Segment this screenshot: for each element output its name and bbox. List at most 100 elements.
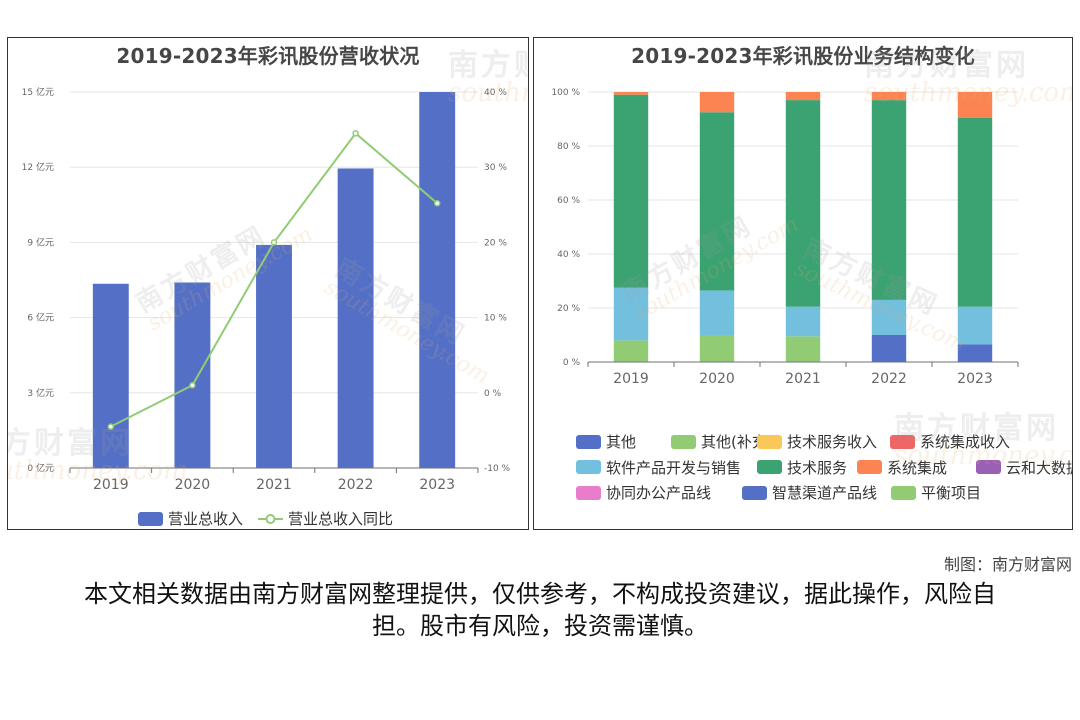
- bar-segment: [785, 92, 821, 101]
- legend-item[interactable]: 云和大数据产品线: [976, 457, 1072, 478]
- legend-label: 营业总收入同比: [288, 510, 394, 528]
- x-tick-label: 2019: [613, 371, 649, 387]
- legend-item[interactable]: 协同办公产品线: [576, 482, 711, 503]
- bar-segment: [699, 92, 735, 113]
- legend-label: 其他(补充): [701, 433, 773, 451]
- legend-label: 系统集成: [887, 458, 948, 477]
- legend-swatch: [576, 460, 601, 474]
- y-right-tick-label: 30 %: [484, 163, 507, 173]
- x-tick-label: 2023: [957, 371, 993, 387]
- legend-item[interactable]: 技术服务收入: [757, 431, 877, 452]
- y-right-tick-label: 40 %: [484, 88, 507, 98]
- bar-segment: [699, 335, 735, 362]
- legend-swatch: [576, 485, 601, 500]
- bar-segment: [957, 92, 993, 118]
- legend-swatch: [138, 511, 163, 526]
- legend-label: 系统集成收入: [920, 433, 1011, 451]
- y-left-tick-label: 15 亿元: [22, 86, 54, 98]
- point-revenue-yoy: [433, 200, 441, 207]
- legend-label: 平衡项目: [921, 484, 982, 502]
- bar-segment: [871, 100, 907, 300]
- chart-credit: 制图：南方财富网: [943, 555, 1072, 574]
- bar-segment: [957, 344, 993, 362]
- bar-revenue: [174, 282, 211, 468]
- x-tick-label: 2022: [871, 371, 907, 387]
- bar-segment: [957, 306, 993, 345]
- point-revenue-yoy: [352, 130, 359, 137]
- bar-segment: [613, 287, 649, 341]
- legend-item[interactable]: 其他: [576, 431, 636, 452]
- legend-swatch: [576, 434, 601, 449]
- bar-segment: [613, 94, 649, 288]
- x-tick-label: 2022: [338, 477, 374, 493]
- x-tick-label: 2020: [175, 477, 211, 493]
- revenue-chart-title: 2019-2023年彩讯股份营收状况: [116, 44, 420, 68]
- legend-label: 智慧渠道产品线: [772, 484, 878, 502]
- point-revenue-yoy: [270, 239, 278, 246]
- disclaimer-text: 本文相关数据由南方财富网整理提供，仅供参考，不构成投资建议，据此操作，风险自担。…: [84, 580, 996, 640]
- legend-label: 技术服务: [787, 458, 848, 477]
- legend-label: 软件产品开发与销售: [606, 458, 742, 477]
- revenue-chart-panel: 2019-2023年彩讯股份营收状况 0 亿元 3 亿元 6 亿元 9 亿元 12 亿元…: [7, 37, 529, 530]
- legend-label: 协同办公产品线: [606, 484, 712, 502]
- legend-item[interactable]: 软件产品开发与销售: [576, 457, 741, 478]
- y-right-tick-label: 10 %: [484, 314, 507, 324]
- bar-revenue: [337, 168, 374, 468]
- y-tick-label: 60 %: [557, 196, 580, 206]
- legend-item-revenue-yoy[interactable]: 营业总收入同比: [258, 508, 393, 529]
- legend-swatch: [757, 460, 782, 474]
- legend-item-revenue[interactable]: 营业总收入: [138, 508, 243, 529]
- legend-label: 云和大数据产品线: [1006, 458, 1072, 477]
- bar-segment: [613, 92, 649, 95]
- bar-segment: [871, 335, 907, 362]
- bar-segment: [699, 112, 735, 291]
- y-left-tick-label: 12 亿元: [22, 161, 54, 173]
- bar-revenue: [92, 283, 129, 468]
- legend-item[interactable]: 平衡项目: [891, 482, 981, 503]
- bar-segment: [785, 336, 821, 362]
- bar-segment: [613, 340, 649, 362]
- bar-segment: [957, 117, 993, 307]
- structure-chart-svg: 0 % 20 % 40 % 60 % 80 % 100 % 2019 2020 2021 2022…: [551, 88, 1019, 387]
- point-revenue-yoy: [189, 382, 196, 389]
- legend-swatch: [857, 460, 882, 474]
- x-tick-label: 2021: [785, 371, 821, 387]
- bar-segment: [871, 299, 907, 335]
- point-revenue-yoy: [107, 423, 115, 430]
- y-left-tick-label: 6 亿元: [27, 312, 54, 324]
- y-left-tick-label: 3 亿元: [27, 387, 54, 399]
- legend-swatch: [757, 434, 782, 449]
- y-right-tick-label: 20 %: [484, 238, 507, 248]
- y-right-tick-label: 0 %: [484, 389, 502, 399]
- bar-segment: [871, 92, 907, 101]
- y-tick-label: 20 %: [557, 304, 580, 314]
- legend-line-icon: [258, 513, 283, 524]
- x-tick-label: 2019: [93, 477, 129, 493]
- y-tick-label: 0 %: [563, 358, 581, 368]
- structure-chart-panel: 2019-2023年彩讯股份业务结构变化 0 % 20 % 40 % 60 % 80 %…: [533, 37, 1073, 530]
- bar-segment: [785, 100, 821, 307]
- legend-label: 营业总收入: [168, 510, 244, 528]
- legend-swatch: [742, 485, 767, 500]
- legend-swatch: [890, 434, 915, 449]
- y-tick-label: 100 %: [551, 88, 580, 98]
- legend-label: 技术服务收入: [787, 433, 878, 451]
- bar-segment: [699, 290, 735, 335]
- legend-item[interactable]: 系统集成: [857, 457, 947, 478]
- legend-item[interactable]: 其他(补充): [671, 431, 773, 452]
- legend-item[interactable]: 技术服务: [757, 457, 847, 478]
- legend-swatch: [976, 460, 1001, 474]
- legend-label: 其他: [606, 433, 637, 451]
- bar-revenue: [256, 244, 292, 468]
- y-right-tick-label: -10 %: [484, 464, 511, 474]
- revenue-chart-svg: 0 亿元 3 亿元 6 亿元 9 亿元 12 亿元 15 亿元 -10 % 0 % 10 % 20…: [22, 86, 511, 493]
- y-left-tick-label: 9 亿元: [27, 236, 54, 248]
- legend-swatch: [891, 485, 916, 500]
- x-tick-label: 2023: [419, 477, 455, 493]
- y-tick-label: 40 %: [557, 250, 580, 260]
- legend-item[interactable]: 智慧渠道产品线: [742, 482, 877, 503]
- x-tick-label: 2020: [699, 371, 735, 387]
- y-tick-label: 80 %: [557, 142, 580, 152]
- legend-item[interactable]: 系统集成收入: [890, 431, 1010, 452]
- structure-chart-title: 2019-2023年彩讯股份业务结构变化: [631, 44, 975, 68]
